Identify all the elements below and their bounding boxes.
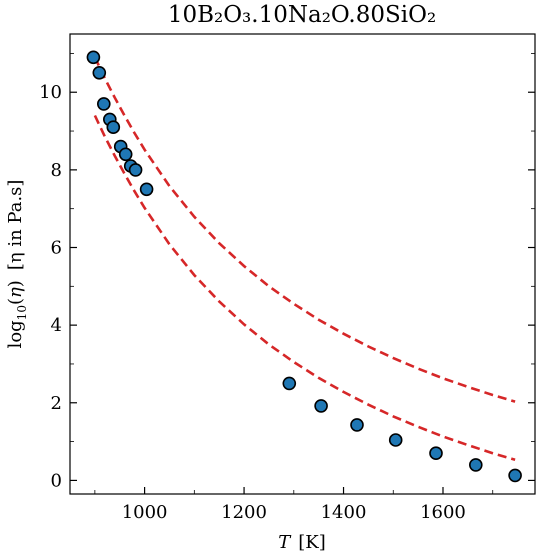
y-axis-label: log10(η) [η in Pa.s] — [5, 180, 29, 349]
data-point — [350, 418, 364, 432]
y-tick-label: 0 — [51, 470, 62, 491]
y-axis-log-base: 10 — [15, 305, 29, 320]
data-point — [508, 468, 522, 483]
y-tick-label: 10 — [39, 82, 62, 103]
y-tick-label: 4 — [51, 315, 62, 336]
data-point — [314, 399, 328, 413]
x-tick-label: 1600 — [420, 502, 466, 523]
y-tick-label: 6 — [51, 238, 62, 259]
data-point — [388, 433, 403, 447]
data-point — [86, 50, 101, 65]
data-point — [468, 458, 483, 472]
plot-frame — [69, 33, 536, 495]
data-point — [92, 66, 107, 80]
plot-area — [86, 50, 522, 483]
y-axis-unit: [η in Pa.s] — [5, 180, 26, 271]
axis-ticks: 1000 1200 1400 1600 0 2 4 6 8 10 — [39, 53, 535, 523]
y-tick-label: 2 — [51, 393, 62, 414]
x-axis-symbol: T — [278, 532, 292, 553]
model-curve-1 — [93, 56, 516, 403]
x-axis-unit: [K] — [298, 532, 326, 553]
data-point — [118, 147, 133, 162]
x-tick-label: 1400 — [321, 502, 367, 523]
data-point — [97, 97, 111, 111]
y-axis-log: log — [5, 320, 26, 348]
y-axis-open-paren: ( — [5, 298, 26, 305]
chart-title: 10B₂O₃.10Na₂O.80SiO₂ — [168, 2, 436, 28]
y-axis-symbol: η — [5, 287, 26, 298]
x-axis-label: T [K] — [278, 532, 326, 553]
y-tick-label: 8 — [51, 160, 62, 181]
data-point — [429, 446, 443, 461]
data-point — [106, 120, 121, 134]
model-curve-2 — [93, 114, 516, 462]
x-tick-label: 1200 — [221, 502, 267, 523]
data-point — [282, 376, 297, 391]
y-axis-close-paren: ) — [5, 280, 26, 287]
data-point — [139, 182, 154, 197]
x-tick-label: 1000 — [122, 502, 168, 523]
data-point — [128, 163, 143, 177]
